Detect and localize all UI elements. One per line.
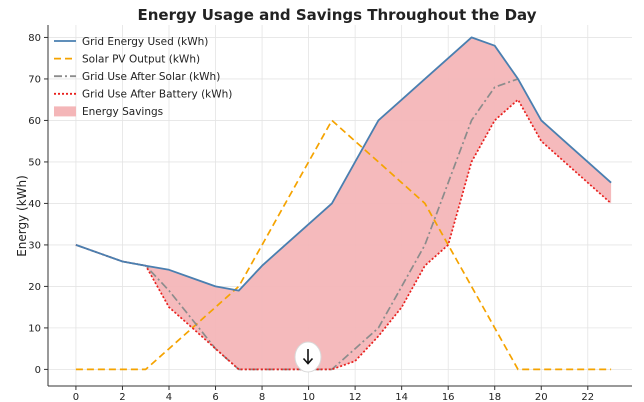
legend-swatch-energy-savings <box>54 106 76 117</box>
ticks-layer: 0 2 4 6 8 10 12 14 16 18 20 22 0 10 20 30 40 50 60 70 80 <box>28 33 594 402</box>
x-tick-label: 6 <box>212 392 218 402</box>
legend-label-solar-pv-output: Solar PV Output (kWh) <box>82 53 200 65</box>
y-tick-label: 50 <box>28 157 41 168</box>
legend-label-grid-use-after-battery: Grid Use After Battery (kWh) <box>82 89 232 101</box>
legend-label-grid-use-after-solar: Grid Use After Solar (kWh) <box>82 71 220 83</box>
y-tick-label: 40 <box>28 199 41 210</box>
x-tick-label: 20 <box>535 392 548 402</box>
x-tick-label: 10 <box>302 392 315 402</box>
y-tick-label: 60 <box>28 116 41 127</box>
legend: Grid Energy Used (kWh) Solar PV Output (k… <box>54 36 232 118</box>
cursor-icon <box>294 341 322 373</box>
series-line-grid-energy-used <box>75 36 612 292</box>
x-tick-label: 2 <box>119 392 125 402</box>
x-tick-label: 22 <box>581 392 594 402</box>
x-tick-label: 0 <box>73 392 79 402</box>
legend-label-energy-savings: Energy Savings <box>82 106 163 118</box>
series-line-grid-use-after-solar <box>75 78 519 371</box>
x-tick-label: 14 <box>395 392 408 402</box>
x-tick-label: 18 <box>488 392 501 402</box>
axes-layer <box>47 25 632 387</box>
x-tick-label: 4 <box>166 392 172 402</box>
fill-layer <box>75 37 612 370</box>
series-layer <box>75 36 612 371</box>
x-tick-label: 16 <box>442 392 455 402</box>
x-tick-label: 8 <box>259 392 265 402</box>
y-tick-label: 0 <box>35 365 41 376</box>
chart-title: Energy Usage and Savings Throughout the … <box>138 6 537 24</box>
y-axis-label: Energy (kWh) <box>15 175 29 257</box>
x-tick-label: 12 <box>349 392 362 402</box>
series-line-grid-use-after-battery <box>75 98 612 371</box>
series-line-solar-pv-output <box>75 119 612 371</box>
y-tick-label: 80 <box>28 33 41 44</box>
y-tick-label: 10 <box>28 323 41 334</box>
y-tick-label: 70 <box>28 74 41 85</box>
y-tick-label: 30 <box>28 240 41 251</box>
energy-savings-area <box>75 37 612 370</box>
y-tick-label: 20 <box>28 282 41 293</box>
legend-label-grid-energy-used: Grid Energy Used (kWh) <box>82 36 208 48</box>
